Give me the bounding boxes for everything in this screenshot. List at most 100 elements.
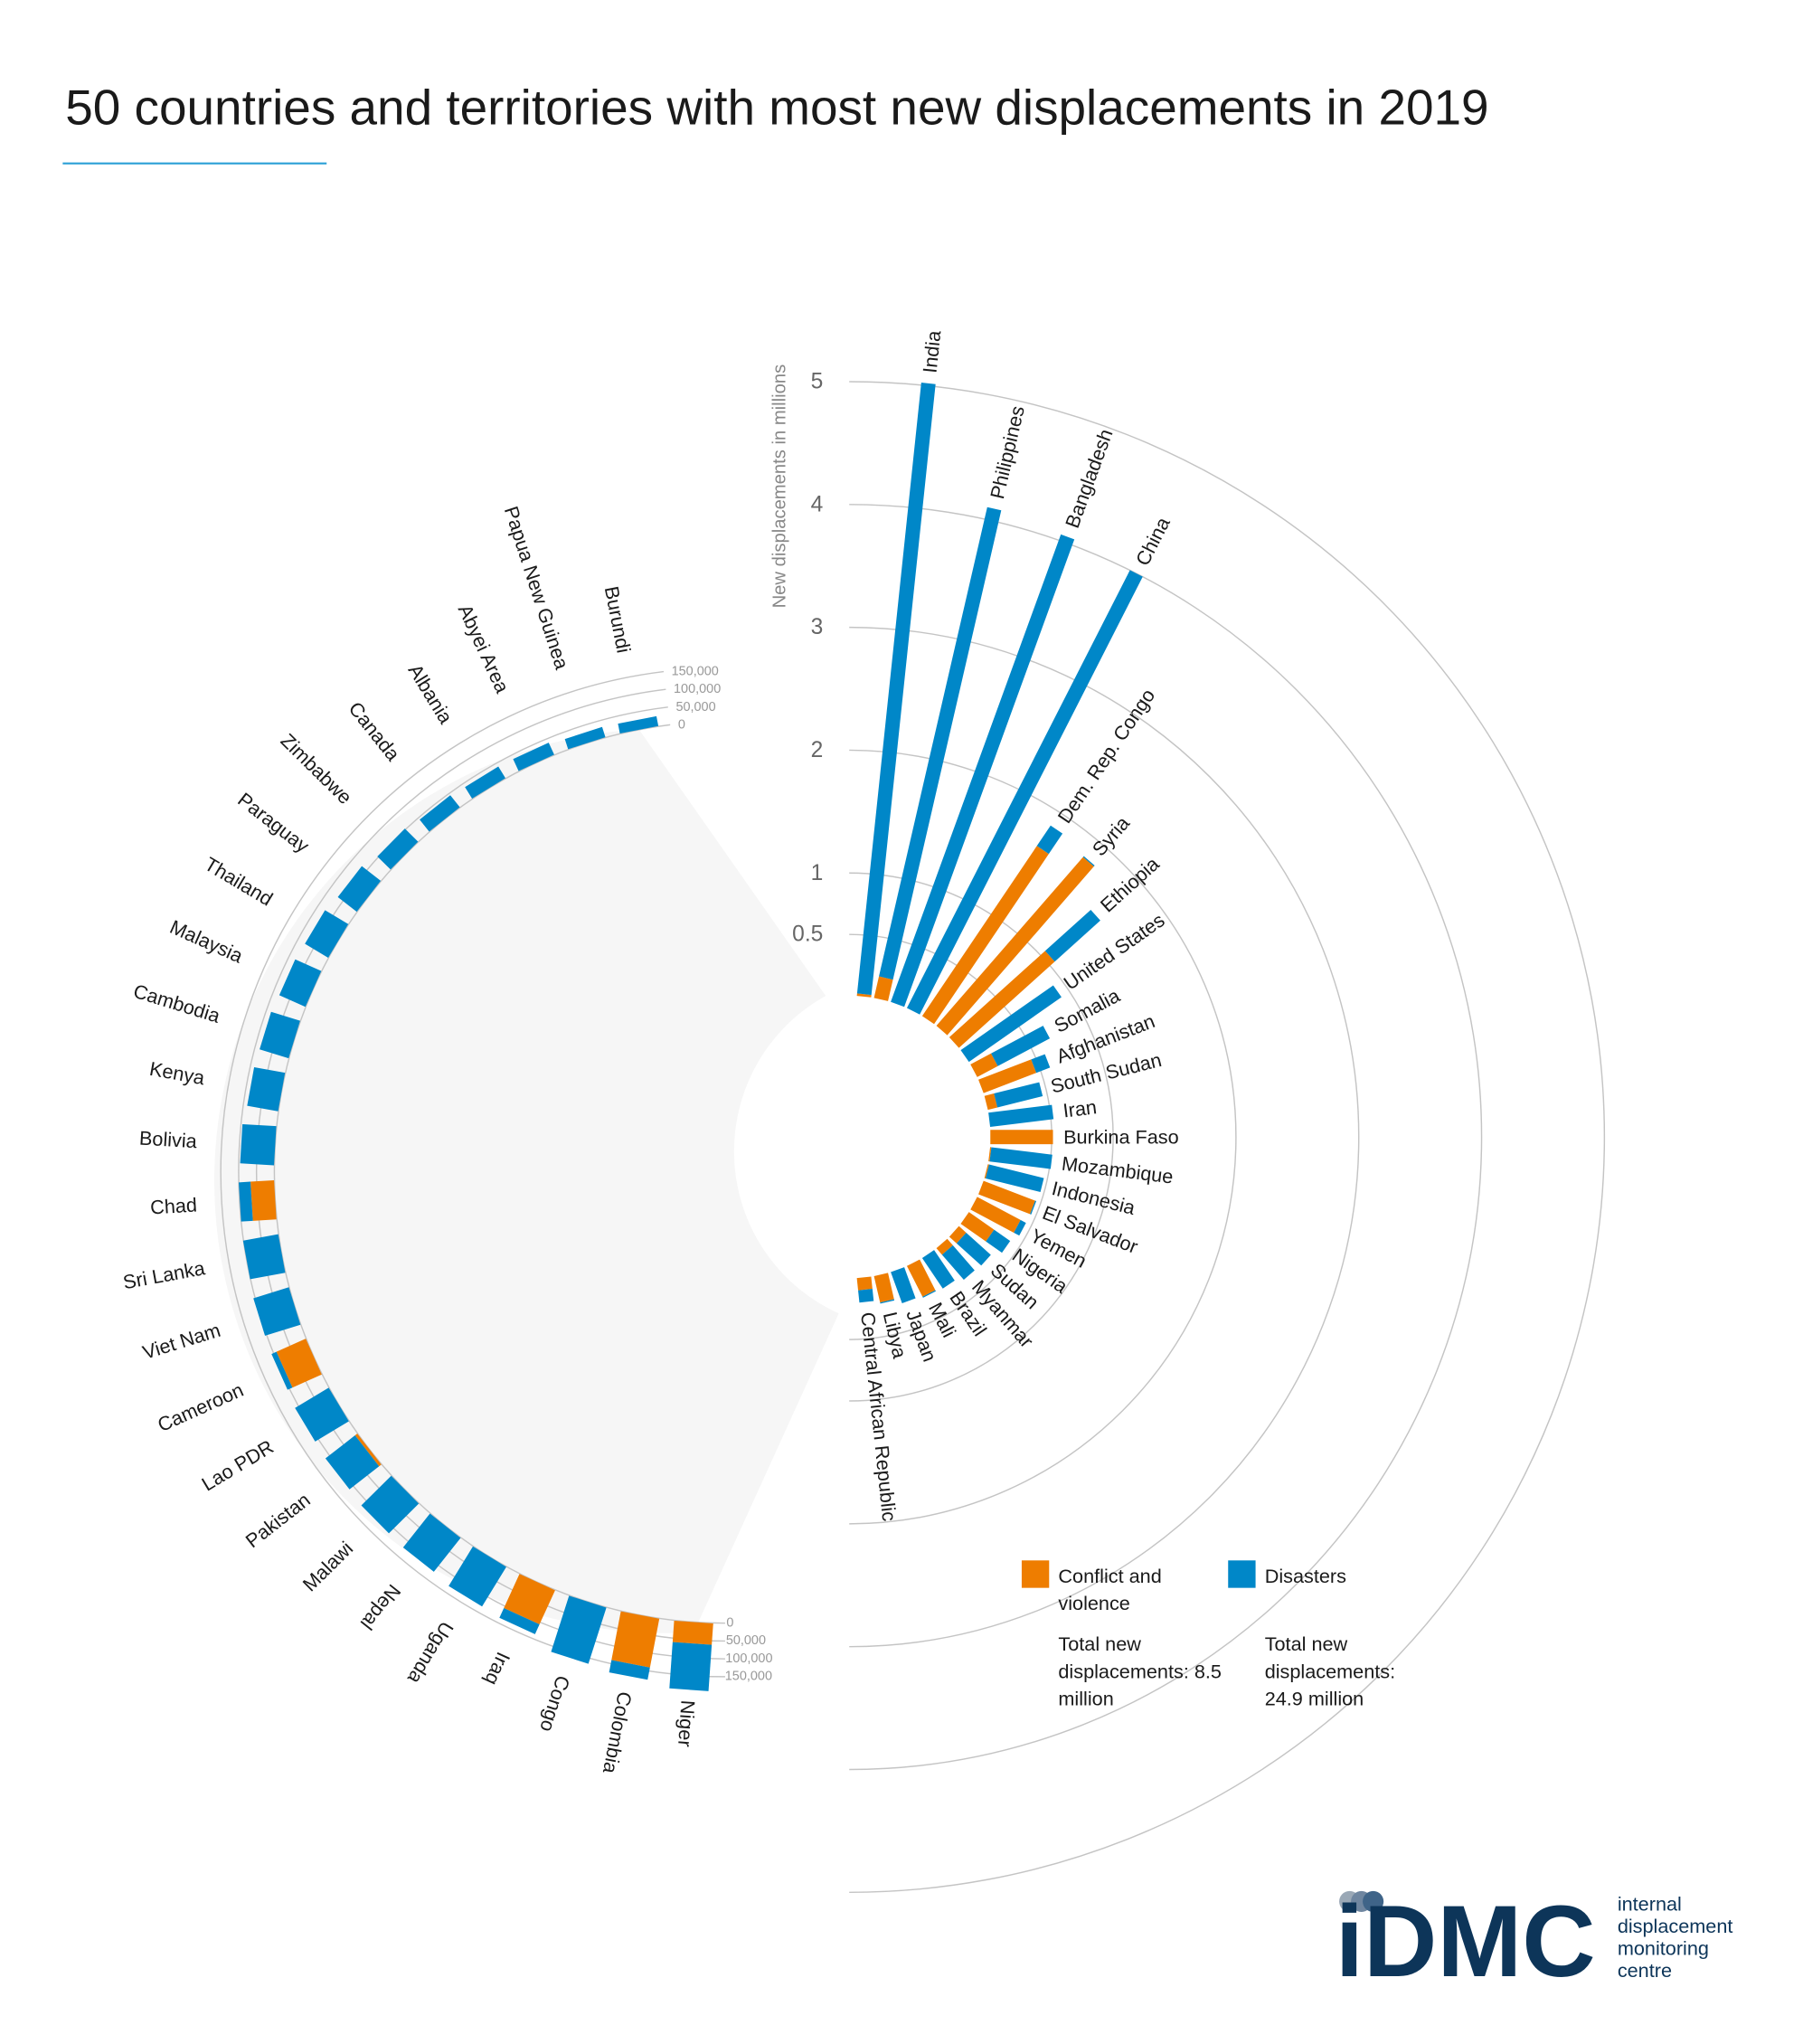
- category-label: Niger: [674, 1699, 700, 1747]
- bar-segment: [856, 383, 936, 996]
- category-label: Albania: [404, 660, 458, 728]
- y-tick-label: 0: [726, 1615, 733, 1630]
- category-label: Abyei Area: [454, 601, 514, 696]
- bar-segment: [337, 866, 382, 913]
- bar-segment: [551, 1595, 607, 1664]
- bar-segment: [448, 1546, 506, 1607]
- category-label: Malaysia: [166, 915, 247, 968]
- bar-segment: [1044, 909, 1100, 962]
- bar-segment: [325, 1435, 380, 1490]
- bar-segment: [960, 985, 1062, 1063]
- title: 50 countries and territories with most n…: [65, 79, 1488, 135]
- bar-segment: [354, 1434, 382, 1467]
- bar-segment: [960, 1212, 995, 1242]
- category-label: Bolivia: [138, 1126, 198, 1152]
- bar-segment: [1036, 825, 1063, 855]
- bar-segment: [949, 1225, 967, 1244]
- bar-segment: [250, 1179, 277, 1221]
- bar-segment: [906, 570, 1143, 1015]
- category-label: Colombia: [599, 1689, 637, 1775]
- y-tick-label: 0: [678, 717, 685, 732]
- bar-segment: [989, 1147, 1053, 1169]
- bar-segment: [941, 1244, 975, 1280]
- bar-segment: [611, 1611, 660, 1668]
- category-label: Pakistan: [241, 1489, 315, 1553]
- bar-segment: [936, 1238, 953, 1255]
- category-label: Malawi: [298, 1537, 357, 1595]
- bar-segment: [994, 1082, 1043, 1108]
- category-label: Paraguay: [233, 788, 314, 857]
- category-label: Viet Nam: [140, 1319, 223, 1364]
- bar-segment: [986, 1229, 1011, 1254]
- bar-segment: [672, 1620, 713, 1645]
- category-label: Kenya: [147, 1057, 207, 1090]
- bar-segment: [465, 766, 505, 800]
- category-label: Thailand: [201, 853, 277, 911]
- bar-segment: [242, 1234, 286, 1280]
- bar-segment: [669, 1642, 713, 1691]
- category-label: United States: [1060, 908, 1169, 994]
- bar-segment: [609, 1660, 650, 1680]
- bar-segment: [970, 1053, 998, 1077]
- bar-segment: [978, 1059, 1037, 1093]
- category-label: Congo: [535, 1673, 574, 1735]
- logo-wordmark: iDMC: [1336, 1884, 1596, 1998]
- category-label: Burundi: [600, 584, 636, 655]
- bar-segment: [986, 1164, 1044, 1193]
- bar-segment: [420, 795, 460, 832]
- legend-label: Conflict and violence: [1058, 1565, 1161, 1614]
- bar-segment: [504, 1574, 555, 1625]
- bar-segment: [906, 1259, 936, 1297]
- category-label: Syria: [1088, 811, 1135, 860]
- category-label: China: [1131, 513, 1175, 570]
- legend-swatch: [1228, 1560, 1256, 1588]
- bar-segment: [377, 828, 419, 870]
- bar-segment: [295, 1387, 349, 1442]
- bar-segment: [856, 1276, 873, 1291]
- legend-swatch: [1021, 1560, 1050, 1588]
- category-label: Bangladesh: [1061, 426, 1118, 531]
- bar-segment: [361, 1475, 420, 1534]
- annotation: Total new displacements: 24.9 million: [1265, 1632, 1395, 1710]
- bar-segment: [873, 976, 893, 1001]
- bar-segment: [499, 1607, 540, 1634]
- y-tick-label: 1: [811, 861, 824, 885]
- bar-segment: [858, 1289, 874, 1303]
- bar-segment: [1014, 1219, 1026, 1236]
- category-label: Cameroon: [154, 1378, 247, 1436]
- logo-name: internal displacement monitoring centre: [1618, 1893, 1733, 1982]
- category-label: Burkina Faso: [1063, 1126, 1179, 1149]
- category-label: India: [919, 328, 946, 374]
- category-label: Ethiopia: [1096, 852, 1165, 917]
- logo: iDMC internal displacement monitoring centr…: [1336, 1884, 1733, 1998]
- y-tick-label: 100,000: [725, 1651, 772, 1666]
- bar-segment: [1031, 1054, 1051, 1074]
- bar-segment: [1082, 856, 1095, 867]
- bar-segment: [278, 959, 322, 1008]
- y-tick-label: 100,000: [674, 682, 721, 696]
- bar-segment: [978, 1180, 1035, 1215]
- category-label: Nepal: [356, 1580, 406, 1634]
- bar-segment: [921, 846, 1049, 1025]
- bar-segment: [253, 1287, 301, 1336]
- zoom-wedge: [214, 729, 839, 1633]
- bar-segment: [305, 910, 349, 958]
- category-label: Iran: [1062, 1095, 1098, 1121]
- grid-arc: [220, 670, 725, 1678]
- category-label: Philippines: [986, 403, 1029, 501]
- bar-segment: [936, 856, 1094, 1036]
- bar-segment: [402, 1513, 461, 1572]
- grid-arc: [849, 626, 1360, 1648]
- grid-arc: [849, 749, 1237, 1525]
- category-label: Papua New Guinea: [500, 504, 574, 673]
- category-label: Zimbabwe: [277, 729, 357, 809]
- y-tick-label: 0.5: [792, 923, 823, 947]
- bar-segment: [239, 1181, 253, 1222]
- grid-arc: [849, 381, 1606, 1894]
- category-label: Sri Lanka: [121, 1256, 207, 1293]
- bar-segment: [949, 951, 1055, 1048]
- y-tick-label: 3: [811, 615, 824, 639]
- grid-arc: [273, 724, 725, 1624]
- bar-segment: [891, 534, 1075, 1008]
